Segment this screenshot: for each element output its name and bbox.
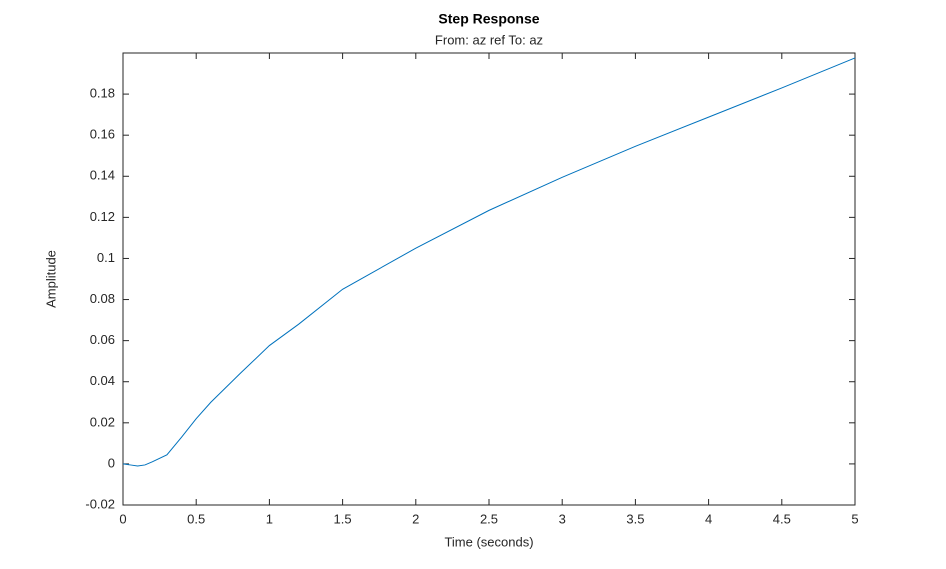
y-tick-label: 0 xyxy=(108,455,115,470)
x-tick-label: 1 xyxy=(266,511,273,526)
y-tick-label: 0.18 xyxy=(90,86,115,101)
y-axis-label: Amplitude xyxy=(43,250,58,308)
x-tick-label: 3 xyxy=(559,511,566,526)
chart-title: Step Response xyxy=(438,11,539,27)
x-tick-label: 5 xyxy=(851,511,858,526)
y-tick-label: 0.06 xyxy=(90,332,115,347)
x-tick-label: 1.5 xyxy=(334,511,352,526)
x-tick-label: 3.5 xyxy=(626,511,644,526)
data-line xyxy=(122,57,856,467)
x-tick-label: 0 xyxy=(119,511,126,526)
x-tick-label: 2 xyxy=(412,511,419,526)
y-tick-label: 0.12 xyxy=(90,209,115,224)
y-tick-label: 0.1 xyxy=(97,250,115,265)
x-axis-label: Time (seconds) xyxy=(444,534,533,549)
y-tick-label: 0.16 xyxy=(90,127,115,142)
x-tick-label: 4 xyxy=(705,511,712,526)
chart-subtitle: From: az ref To: az xyxy=(435,32,543,47)
x-tick-label: 2.5 xyxy=(480,511,498,526)
x-tick-label: 0.5 xyxy=(187,511,205,526)
y-tick-label: 0.04 xyxy=(90,373,115,388)
y-tick-label: 0.02 xyxy=(90,414,115,429)
y-tick-label: 0.14 xyxy=(90,168,115,183)
y-tick-label: 0.08 xyxy=(90,291,115,306)
plot-frame xyxy=(122,52,856,506)
x-tick-label: 4.5 xyxy=(773,511,791,526)
y-tick-label: -0.02 xyxy=(85,496,115,511)
